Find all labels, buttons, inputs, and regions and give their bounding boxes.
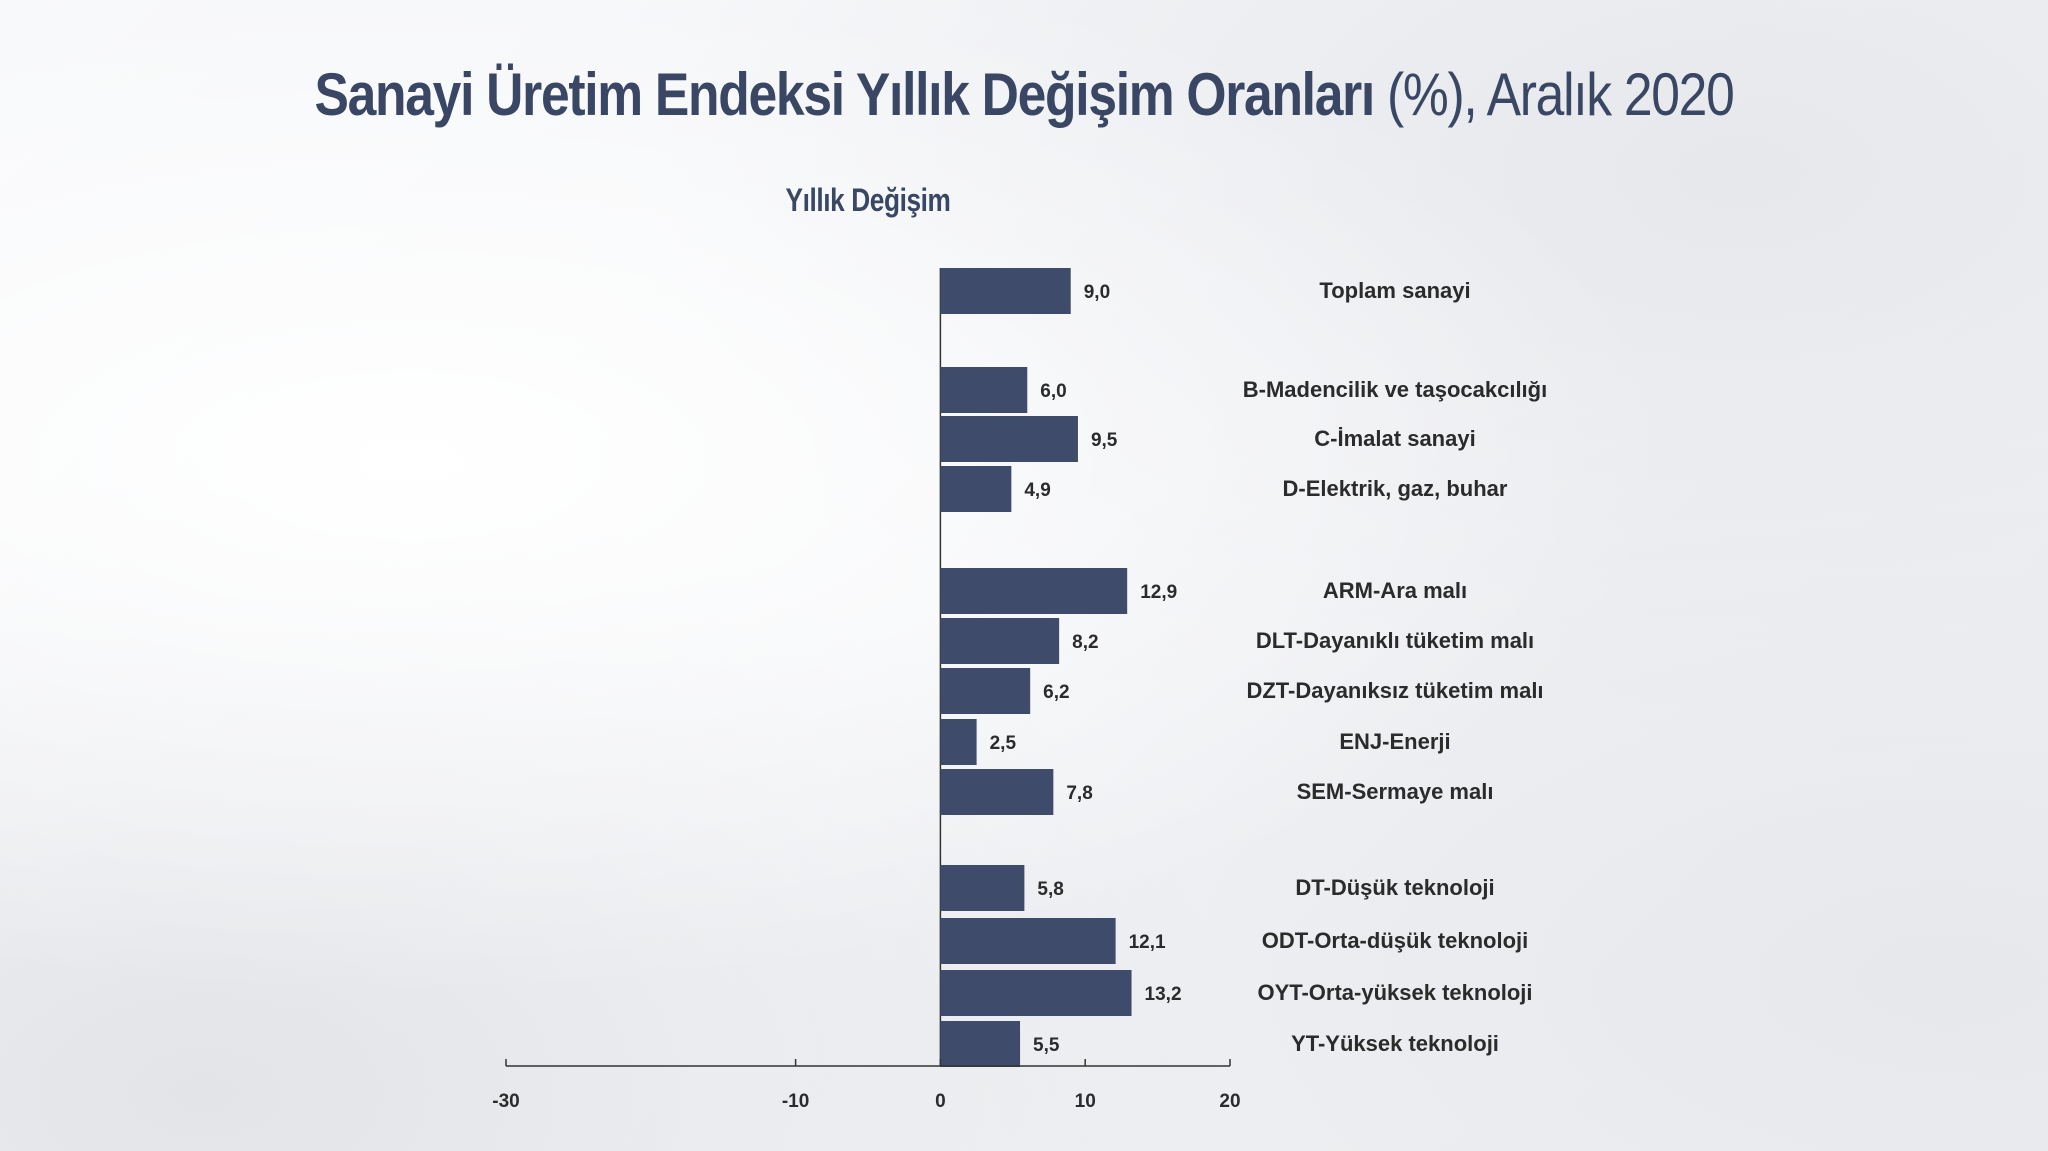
value-label-2: 9,5 xyxy=(1091,430,1118,451)
category-label-11: OYT-Orta-yüksek teknoloji xyxy=(1257,980,1532,1005)
value-label-10: 12,1 xyxy=(1129,932,1166,953)
category-label-1: B-Madencilik ve taşocakcılığı xyxy=(1243,377,1547,402)
bar-11 xyxy=(940,970,1132,1016)
x-tick-label-3: 10 xyxy=(1075,1091,1096,1112)
bar-10 xyxy=(940,918,1116,964)
category-label-12: YT-Yüksek teknoloji xyxy=(1291,1031,1499,1056)
x-tick-label-2: 0 xyxy=(935,1091,946,1112)
x-tick-label-4: 20 xyxy=(1219,1091,1240,1112)
value-label-3: 4,9 xyxy=(1024,480,1050,501)
bar-1 xyxy=(940,367,1028,413)
category-label-6: DZT-Dayanıksız tüketim malı xyxy=(1246,678,1543,703)
category-label-7: ENJ-Enerji xyxy=(1339,729,1450,754)
bar-12 xyxy=(940,1021,1021,1067)
bar-7 xyxy=(940,719,977,765)
value-label-4: 12,9 xyxy=(1140,582,1177,603)
bar-6 xyxy=(940,668,1031,714)
value-label-11: 13,2 xyxy=(1145,984,1182,1005)
x-tick-label-1: -10 xyxy=(782,1091,809,1112)
series-title: Yıllık Değişim xyxy=(785,182,951,218)
category-label-4: ARM-Ara malı xyxy=(1323,578,1467,603)
value-label-7: 2,5 xyxy=(990,733,1017,754)
bar-4 xyxy=(940,568,1128,614)
x-tick-label-0: -30 xyxy=(492,1091,519,1112)
bar-2 xyxy=(940,416,1078,462)
bar-3 xyxy=(940,466,1012,512)
bar-5 xyxy=(940,618,1060,664)
value-label-8: 7,8 xyxy=(1066,783,1092,804)
category-label-8: SEM-Sermaye malı xyxy=(1297,779,1494,804)
value-label-5: 8,2 xyxy=(1072,632,1098,653)
category-label-3: D-Elektrik, gaz, buhar xyxy=(1283,476,1508,501)
category-label-9: DT-Düşük teknoloji xyxy=(1295,875,1494,900)
category-label-0: Toplam sanayi xyxy=(1319,278,1470,303)
category-label-10: ODT-Orta-düşük teknoloji xyxy=(1262,928,1528,953)
category-label-2: C-İmalat sanayi xyxy=(1314,426,1475,451)
chart-title: Sanayi Üretim Endeksi Yıllık Değişim Ora… xyxy=(143,60,1904,129)
bar-9 xyxy=(940,865,1025,911)
value-label-9: 5,8 xyxy=(1037,879,1063,900)
value-label-0: 9,0 xyxy=(1084,282,1110,303)
value-label-12: 5,5 xyxy=(1033,1035,1060,1056)
value-label-6: 6,2 xyxy=(1043,682,1069,703)
bar-0 xyxy=(940,268,1071,314)
chart-title-light: (%), Aralık 2020 xyxy=(1373,61,1735,128)
category-label-5: DLT-Dayanıklı tüketim malı xyxy=(1256,628,1534,653)
bar-8 xyxy=(940,769,1054,815)
value-label-1: 6,0 xyxy=(1040,381,1066,402)
chart-title-bold: Sanayi Üretim Endeksi Yıllık Değişim Ora… xyxy=(314,61,1376,128)
